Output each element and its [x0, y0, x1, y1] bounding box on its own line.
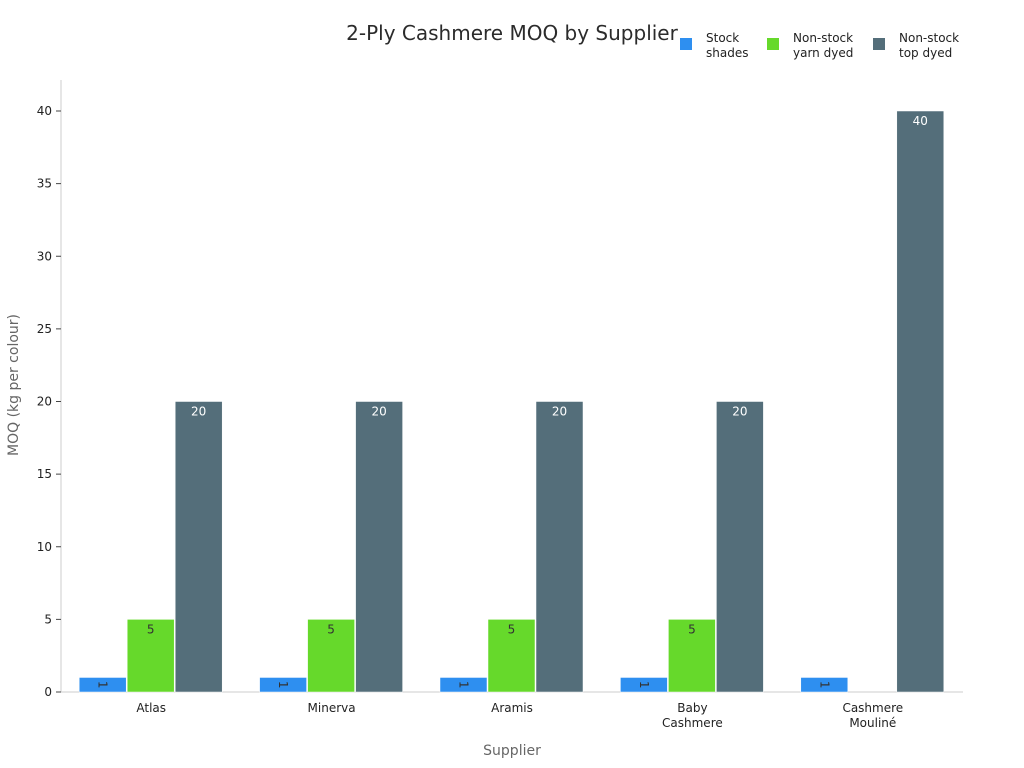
x-tick-label-line: Atlas — [136, 701, 166, 715]
legend-label-line: shades — [706, 46, 748, 60]
x-tick-label: Atlas — [136, 701, 166, 715]
legend-swatch — [680, 38, 692, 50]
bar-data-label: 5 — [147, 622, 155, 636]
bar-data-label: 20 — [191, 405, 206, 419]
bar — [439, 677, 488, 693]
x-axis-label: Supplier — [483, 743, 541, 759]
x-tick-label-line: Baby — [677, 701, 707, 715]
legend-label-line: Non-stock — [899, 31, 959, 45]
y-tick-label: 40 — [37, 104, 52, 118]
y-tick-label: 35 — [37, 177, 52, 191]
x-tick-label: Minerva — [308, 701, 356, 715]
bar-data-label: 5 — [688, 622, 696, 636]
y-tick-label: 5 — [44, 612, 52, 626]
x-tick-label-line: Mouliné — [849, 716, 896, 730]
y-tick-label: 25 — [37, 322, 52, 336]
legend-label: Stock shades — [706, 31, 748, 60]
bar-data-label: 1 — [96, 681, 110, 689]
bar — [896, 110, 945, 693]
bar — [78, 677, 127, 693]
legend-swatch — [767, 38, 779, 50]
x-tick-label: Aramis — [491, 701, 533, 715]
bar — [535, 401, 584, 693]
bar — [307, 619, 355, 693]
x-tick-label-line: Cashmere — [662, 716, 723, 730]
bar-labels: 1 5 20 1 5 20 1 5 20 1 5 20 1 40 — [96, 114, 928, 689]
bar-data-label: 5 — [508, 622, 516, 636]
bar — [716, 401, 764, 693]
y-tick-label: 0 — [44, 685, 52, 699]
y-tick-label: 10 — [37, 540, 52, 554]
bar — [355, 401, 403, 693]
bar-data-label: 1 — [276, 681, 290, 689]
legend-label-line: top dyed — [899, 46, 952, 60]
bar-data-label: 1 — [457, 681, 471, 689]
bar — [174, 401, 223, 693]
bar-data-label: 1 — [637, 681, 651, 689]
legend-label-line: Stock — [706, 31, 739, 45]
y-tick-label: 30 — [37, 249, 52, 263]
legend-label-line: Non-stock — [793, 31, 853, 45]
chart-title: 2-Ply Cashmere MOQ by Supplier — [346, 21, 678, 45]
bars — [78, 110, 945, 693]
y-tick-label: 20 — [37, 395, 52, 409]
legend-swatch — [873, 38, 885, 50]
x-tick-label-line: Minerva — [308, 701, 356, 715]
y-axis: 0 5 10 15 20 25 30 35 40 — [37, 80, 62, 699]
bar-data-label: 1 — [817, 681, 831, 689]
x-tick-label-line: Aramis — [491, 701, 533, 715]
bar-data-label: 40 — [913, 114, 928, 128]
bar-data-label: 5 — [327, 622, 335, 636]
bar — [126, 619, 175, 693]
bar — [800, 677, 849, 693]
x-tick-label-line: Cashmere — [842, 701, 903, 715]
x-tick-label: Baby Cashmere — [662, 701, 723, 730]
x-tick-label: Cashmere Mouliné — [842, 701, 903, 730]
bar — [259, 677, 307, 693]
y-tick-label: 15 — [37, 467, 52, 481]
bar-data-label: 20 — [371, 405, 386, 419]
bar — [668, 619, 716, 693]
legend-label: Non-stock top dyed — [899, 31, 959, 60]
y-axis-label: MOQ (kg per colour) — [6, 314, 22, 456]
bar-data-label: 20 — [552, 405, 567, 419]
bar — [620, 677, 668, 693]
bar-data-label: 20 — [732, 405, 747, 419]
legend-label: Non-stock yarn dyed — [793, 31, 853, 60]
legend-label-line: yarn dyed — [793, 46, 853, 60]
bar — [487, 619, 536, 693]
